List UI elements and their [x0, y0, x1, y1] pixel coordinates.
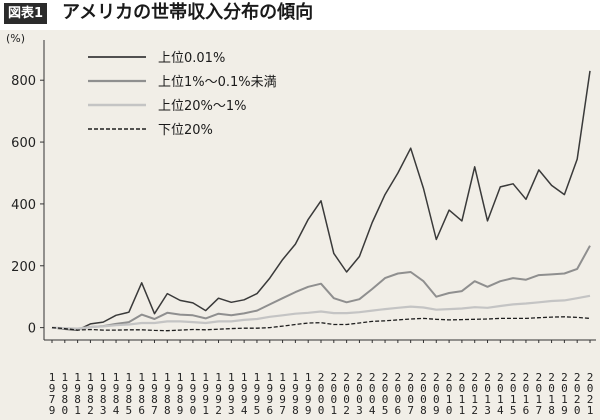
series-line-3 [51, 294, 591, 330]
line-chart: (%) 0 200 400 600 800 1 9 7 9 1 9 8 0 1 9 8 1 1 9 8 2 1 9 8 3 1 9 8 4… [6, 32, 596, 417]
y-tick-label: 800 [11, 74, 36, 89]
series-line-2 [51, 245, 591, 331]
y-tick-label: 0 [28, 322, 36, 337]
y-axis-unit-label: (%) [6, 32, 25, 45]
figure-label-badge: 図表1 [4, 3, 48, 24]
legend-label-1: 上位0.01% [158, 51, 225, 66]
y-tick-label: 400 [11, 198, 36, 213]
title-bar: 図表1 アメリカの世帯収入分布の傾向 [0, 0, 600, 28]
legend-label-2: 上位1%～0.1%未満 [158, 75, 277, 90]
y-tick-label: 200 [11, 260, 36, 275]
chart-background [0, 30, 600, 420]
y-tick-label: 600 [11, 136, 36, 151]
series-line-1 [51, 70, 591, 331]
legend-label-4: 下位20% [158, 123, 213, 138]
chart-title: アメリカの世帯収入分布の傾向 [62, 2, 314, 23]
legend-label-3: 上位20%～1% [158, 99, 247, 114]
